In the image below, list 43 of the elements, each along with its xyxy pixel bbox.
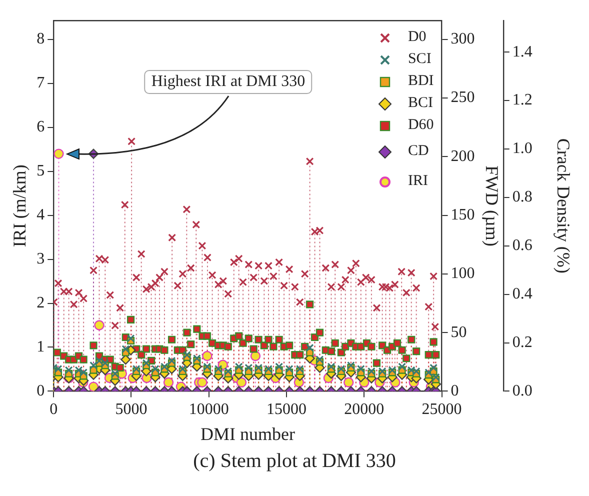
x-tick-label: 5000 — [115, 401, 148, 418]
y-tick-label: 7 — [36, 74, 45, 92]
y-tick-label: 3 — [36, 250, 45, 268]
y-axis-title: IRI (m/km) — [10, 164, 30, 248]
y2-tick-label: 300 — [450, 30, 475, 48]
legend-label: IRI — [408, 173, 428, 190]
legend-label: BDI — [408, 73, 434, 90]
legend-label: D0 — [408, 29, 426, 46]
y3-axis-title: Crack Density (%) — [553, 138, 574, 274]
x-tick-label: 15000 — [266, 401, 307, 418]
y3-tick-label: 1.4 — [512, 43, 532, 60]
y3-tick-label: 0.0 — [512, 382, 532, 400]
text: (c) Stem plot at DMI 330 — [192, 450, 397, 473]
y3-tick-label: 0.4 — [512, 286, 532, 303]
y-tick-label: 4 — [36, 206, 45, 224]
y-tick-label: 8 — [36, 30, 45, 48]
y3-tick-label: 1.0 — [512, 140, 532, 158]
y-tick-label: 6 — [36, 118, 45, 136]
legend-label: SCI — [408, 51, 432, 68]
x-tick-label: 10000 — [188, 401, 229, 418]
y2-tick-label: 250 — [450, 89, 475, 106]
legend-label: CD — [408, 143, 429, 160]
y3-tick-label: 0.8 — [512, 188, 532, 206]
y2-tick-label: 100 — [450, 265, 475, 282]
x-tick-label: 25000 — [422, 401, 462, 418]
annotation: Highest IRI at DMI 330 — [144, 70, 312, 94]
y3-tick-label: 0.2 — [512, 334, 532, 351]
x-axis-title: DMI number — [200, 424, 295, 444]
y2-tick-label: 200 — [450, 148, 475, 165]
x-tick-label: 0 — [50, 401, 58, 418]
y2-axis-title: FWD (µm) — [482, 165, 502, 246]
legend-label: BCI — [408, 95, 433, 112]
y3-tick-label: 1.2 — [512, 92, 532, 109]
legend-label: D60 — [408, 117, 434, 134]
y-tick-label: 0 — [36, 382, 45, 400]
x-tick-label: 20000 — [344, 401, 384, 418]
y-tick-label: 5 — [36, 162, 45, 180]
y-tick-label: 1 — [36, 338, 45, 356]
y2-tick-label: 50 — [450, 324, 467, 341]
y3-tick-label: 0.6 — [512, 237, 532, 254]
y-tick-label: 2 — [36, 294, 45, 312]
y2-tick-label: 150 — [450, 206, 475, 224]
y2-tick-label: 0 — [450, 382, 459, 400]
